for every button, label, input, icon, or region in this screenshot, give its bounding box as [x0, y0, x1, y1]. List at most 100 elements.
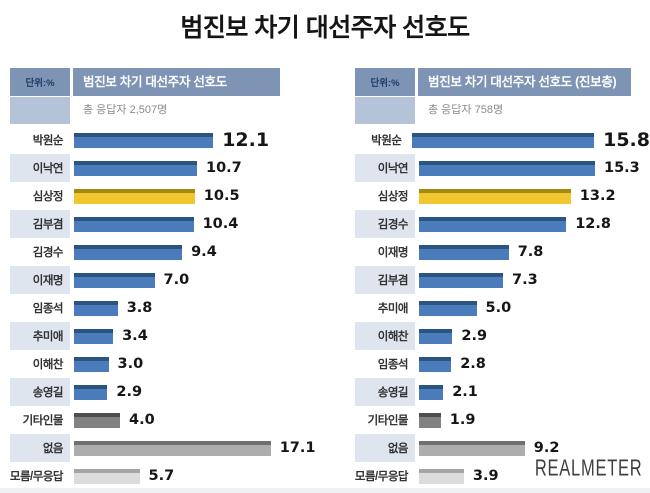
bar-row: 이낙연 10.7: [10, 154, 325, 182]
bar: [419, 188, 571, 204]
bar-row: 박원순 12.1: [10, 126, 325, 154]
value-label: 2.8: [460, 356, 486, 372]
bar: [419, 384, 444, 400]
value-label: 10.4: [202, 216, 239, 232]
value-label: 7.8: [517, 244, 544, 260]
candidate-label: 김경수: [32, 247, 64, 259]
bar-row: 송영길 2.9: [10, 378, 325, 406]
candidate-label: 송영길: [355, 378, 415, 406]
value-label: 17.1: [279, 440, 316, 456]
page-title: 범진보 차기 대선주자 선호도: [180, 14, 470, 42]
bar: [419, 468, 464, 484]
bar-row: 김경수 12.8: [355, 210, 650, 238]
bar-row: 모름/무응답 3.9: [355, 462, 650, 490]
candidate-label: 이재명: [377, 247, 409, 259]
bar-row: 심상정 10.5: [10, 182, 325, 210]
bar: [74, 244, 183, 260]
chart-title-bar: 범진보 차기 대선주자 선호도: [73, 68, 280, 96]
candidate-label: 추미애: [10, 322, 70, 350]
candidate-label: 박원순: [371, 135, 402, 147]
candidate-label: 이낙연: [355, 154, 415, 182]
candidate-label: 이재명: [10, 266, 70, 294]
bar: [419, 244, 509, 260]
bar: [419, 216, 567, 232]
candidate-label: 심상정: [32, 191, 64, 203]
bar-row: 추미애 5.0: [355, 294, 650, 322]
bar-rows: 박원순 15.8 이낙연 15.3 심상정 13.2 김경수 12.8 이재명 7.8 김부겸 7.3…: [355, 126, 650, 490]
value-label: 4.0: [129, 412, 155, 428]
bar: [74, 300, 118, 316]
value-label: 15.8: [603, 129, 650, 151]
bar: [74, 384, 108, 400]
candidate-label: 없음: [355, 434, 415, 462]
candidate-label: 임종석: [377, 359, 409, 371]
bar: [419, 272, 503, 288]
bar: [74, 160, 197, 176]
value-label: 3.9: [472, 468, 499, 484]
bar: [74, 468, 140, 484]
value-label: 2.1: [452, 384, 478, 400]
bar-row: 없음 9.2: [355, 434, 650, 462]
bar-rows: 박원순 12.1 이낙연 10.7 심상정 10.5 김부겸 10.4 김경수 9.4 이재명 7.0…: [10, 126, 325, 490]
bar-row: 김부겸 7.3: [355, 266, 650, 294]
bar-row: 김부겸 10.4: [10, 210, 325, 238]
bar: [419, 328, 453, 344]
bar: [412, 132, 595, 148]
candidate-label: 송영길: [10, 378, 70, 406]
bar: [74, 328, 114, 344]
bar-row: 이해찬 2.9: [355, 322, 650, 350]
bar-row: 기타인물 4.0: [10, 406, 325, 434]
respondents-label: 총 응답자 2,507명: [83, 104, 168, 116]
bar-row: 임종석 3.8: [10, 294, 325, 322]
value-label: 7.3: [512, 272, 538, 288]
value-label: 5.0: [485, 300, 512, 316]
bar: [74, 412, 120, 428]
bar: [419, 300, 477, 316]
candidate-label: 이낙연: [10, 154, 70, 182]
value-label: 9.2: [533, 440, 560, 456]
bar-row: 모름/무응답 5.7: [10, 462, 325, 490]
bar-row: 이재명 7.0: [10, 266, 325, 294]
bar: [419, 356, 452, 372]
chart-subheader-row: 총 응답자 758명: [355, 97, 650, 124]
bar-row: 송영길 2.1: [355, 378, 650, 406]
candidate-label: 김부겸: [10, 210, 70, 238]
candidate-label: 기타인물: [22, 415, 64, 427]
chart-title-bar: 범진보 차기 대선주자 선호도 (진보층): [418, 68, 631, 96]
bar-row: 이재명 7.8: [355, 238, 650, 266]
bar-row: 이해찬 3.0: [10, 350, 325, 378]
bar: [419, 412, 441, 428]
value-label: 12.8: [575, 216, 611, 232]
value-label: 3.0: [117, 356, 144, 372]
value-label: 12.1: [222, 129, 270, 151]
bar-row: 김경수 9.4: [10, 238, 325, 266]
realmeter-logo: REALMETER: [534, 454, 642, 481]
bar-row: 기타인물 1.9: [355, 406, 650, 434]
candidate-label: 이해찬: [355, 322, 415, 350]
value-label: 3.4: [122, 328, 148, 344]
value-label: 10.5: [203, 188, 240, 204]
candidate-label: 기타인물: [367, 415, 409, 427]
bar: [74, 440, 271, 456]
candidate-label: 김경수: [355, 210, 415, 238]
bar: [74, 272, 155, 288]
bar-row: 임종석 2.8: [355, 350, 650, 378]
subheader-cell: [355, 97, 415, 124]
candidate-label: 모름/무응답: [9, 471, 64, 483]
candidate-label: 임종석: [32, 303, 64, 315]
candidate-label: 없음: [10, 434, 70, 462]
chart-header-row: 단위:% 범진보 차기 대선주자 선호도 (진보층): [355, 68, 650, 96]
value-label: 3.8: [126, 300, 153, 316]
value-label: 7.0: [163, 272, 190, 288]
value-label: 9.4: [191, 244, 217, 260]
unit-label: 단위:%: [355, 68, 415, 96]
value-label: 10.7: [206, 160, 242, 176]
bar-row: 심상정 13.2: [355, 182, 650, 210]
chart-subheader-row: 총 응답자 2,507명: [10, 97, 325, 124]
value-label: 5.7: [148, 468, 175, 484]
chart-panel-progressives: 단위:% 범진보 차기 대선주자 선호도 (진보층) 총 응답자 758명 박원…: [355, 68, 650, 490]
value-label: 15.3: [604, 160, 640, 176]
chart-header-row: 단위:% 범진보 차기 대선주자 선호도: [10, 68, 325, 96]
candidate-label: 심상정: [377, 191, 409, 203]
bar-row: 박원순 15.8: [355, 126, 650, 154]
